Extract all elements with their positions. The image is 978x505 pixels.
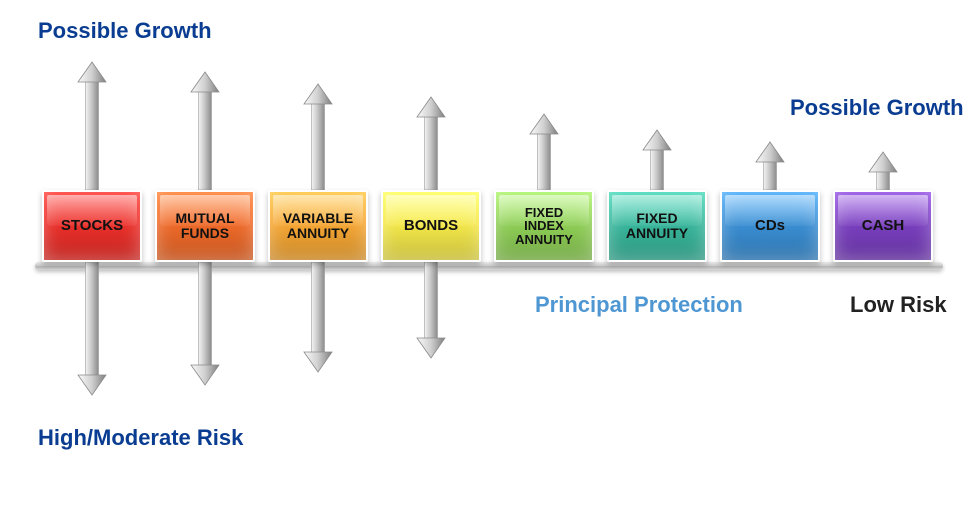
- up-arrow-icon: [301, 82, 335, 190]
- up-arrow-icon: [188, 70, 222, 190]
- investment-box: FIXEDANNUITY: [607, 190, 707, 262]
- label-possible-growth-left: Possible Growth: [38, 18, 212, 44]
- up-arrow-icon: [75, 60, 109, 190]
- investment-box: FIXEDINDEXANNUITY: [494, 190, 594, 262]
- up-arrow-icon: [866, 150, 900, 190]
- investment-box: STOCKS: [42, 190, 142, 262]
- up-arrow-icon: [527, 112, 561, 190]
- investment-box-label: FIXEDANNUITY: [626, 211, 688, 240]
- label-high-moderate-risk: High/Moderate Risk: [38, 425, 243, 451]
- investment-box: BONDS: [381, 190, 481, 262]
- investment-box: CASH: [833, 190, 933, 262]
- label-possible-growth-right: Possible Growth: [790, 95, 964, 121]
- investment-box: MUTUALFUNDS: [155, 190, 255, 262]
- down-arrow-icon: [414, 262, 448, 360]
- investment-box-label: FIXEDINDEXANNUITY: [515, 206, 573, 247]
- baseline-bar: [35, 262, 943, 270]
- investment-box-label: VARIABLEANNUITY: [283, 211, 354, 240]
- investment-box-label: BONDS: [404, 218, 458, 234]
- down-arrow-icon: [301, 262, 335, 374]
- investment-box-label: CASH: [862, 218, 905, 234]
- up-arrow-icon: [414, 95, 448, 190]
- down-arrow-icon: [75, 262, 109, 397]
- up-arrow-icon: [753, 140, 787, 190]
- up-arrow-icon: [640, 128, 674, 190]
- investment-box-label: CDs: [755, 218, 785, 234]
- label-low-risk: Low Risk: [850, 292, 947, 318]
- label-principal-protection: Principal Protection: [535, 292, 743, 318]
- investment-box-label: STOCKS: [61, 218, 123, 234]
- down-arrow-icon: [188, 262, 222, 387]
- investment-box-label: MUTUALFUNDS: [175, 211, 234, 240]
- risk-spectrum-diagram: Possible Growth Possible Growth Principa…: [0, 0, 978, 505]
- investment-box: VARIABLEANNUITY: [268, 190, 368, 262]
- investment-box: CDs: [720, 190, 820, 262]
